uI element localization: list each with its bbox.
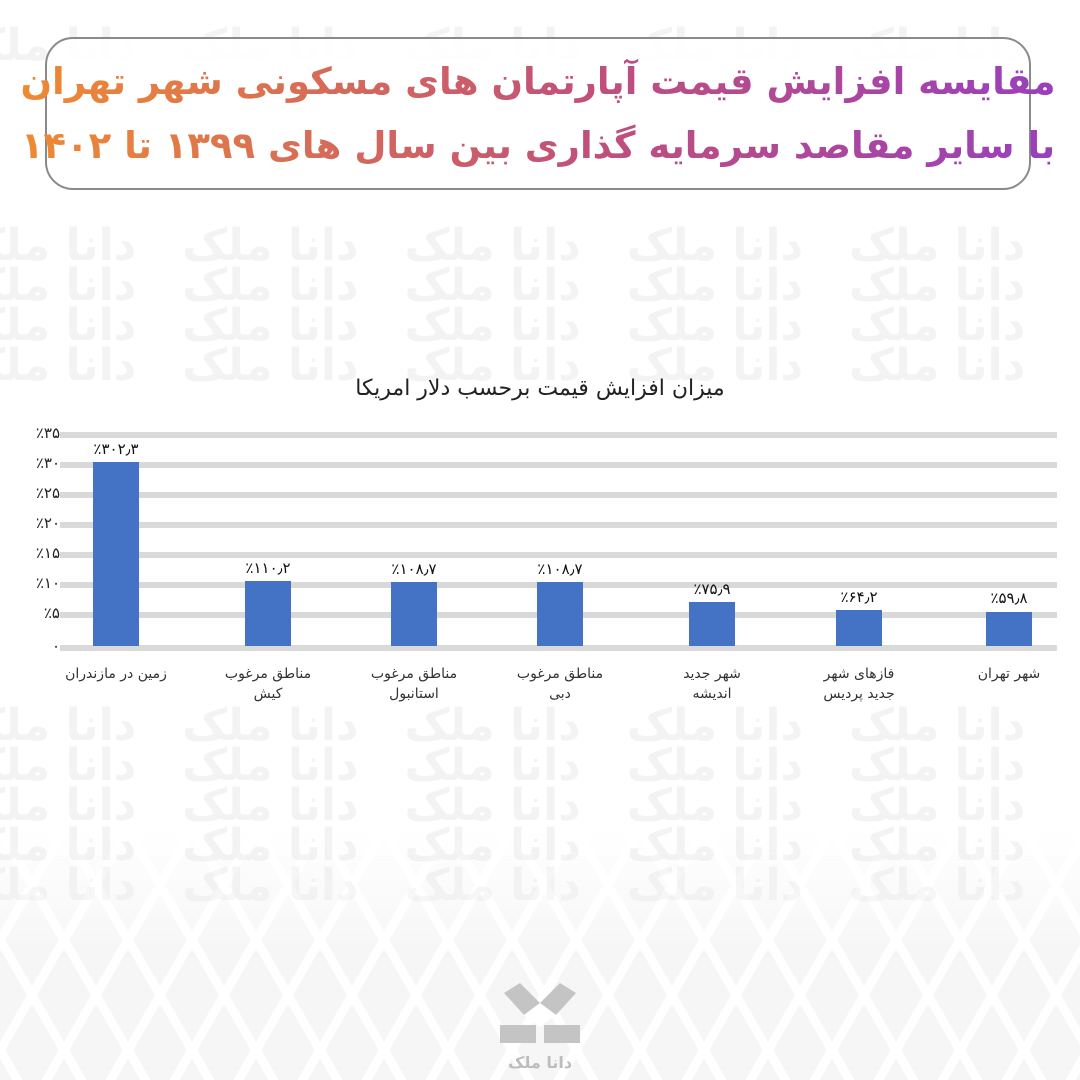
category-label-line-1: زمین در مازندران <box>65 666 167 682</box>
bar <box>836 610 882 646</box>
gridline-baseline <box>60 645 1057 651</box>
y-tick-label: ۰ <box>51 637 60 655</box>
category-label: مناطق مرغوب استانبول <box>339 664 489 704</box>
bar <box>689 602 735 646</box>
y-tick-label: ٪۵ <box>43 604 60 622</box>
y-tick-label: ٪۳۵ <box>35 424 60 442</box>
gridline <box>60 462 1057 468</box>
gridline <box>60 552 1057 558</box>
category-label: فازهای شهر جدید پردیس <box>784 664 934 704</box>
y-tick-label: ٪۲۵ <box>35 484 60 502</box>
category-label-line-1: مناطق مرغوب <box>370 666 458 682</box>
bar <box>986 612 1032 646</box>
category-label-line-2: استانبول <box>389 686 439 702</box>
bar-value-label: ٪۶۴٫۲ <box>840 588 878 606</box>
category-label-line-1: مناطق مرغوب <box>516 666 604 682</box>
gridline <box>60 492 1057 498</box>
dana-melk-logo-icon <box>500 983 580 1043</box>
watermark-row: دانا ملک دانا ملک دانا ملک دانا ملک دانا… <box>0 860 1026 911</box>
bar-value-label: ٪۱۰۸٫۷ <box>391 560 437 578</box>
category-label-line-1: شهر تهران <box>977 666 1041 682</box>
gridline <box>60 432 1057 438</box>
watermark-row: دانا ملک دانا ملک دانا ملک دانا ملک دانا… <box>0 300 1026 351</box>
watermark-row: دانا ملک دانا ملک دانا ملک دانا ملک دانا… <box>0 780 1026 831</box>
y-tick-label: ٪۱۵ <box>35 544 60 562</box>
bar <box>93 462 139 646</box>
category-label: شهر تهران <box>934 664 1080 684</box>
bar <box>245 581 291 646</box>
y-tick-label: ٪۱۰ <box>35 574 60 592</box>
category-label-line-1: مناطق مرغوب <box>224 666 312 682</box>
chart-title: میزان افزایش قیمت برحسب دلار امریکا <box>355 376 725 401</box>
category-label-line-2: دبی <box>549 686 571 702</box>
bar-value-label: ٪۱۱۰٫۲ <box>245 559 291 577</box>
category-label-line-1: فازهای شهر <box>823 666 895 682</box>
category-label: شهر جدید اندیشه <box>637 664 787 704</box>
gridline <box>60 522 1057 528</box>
bar-value-label: ٪۳۰۲٫۳ <box>93 440 139 458</box>
bar <box>537 582 583 646</box>
category-label: مناطق مرغوب دبی <box>485 664 635 704</box>
bar-value-label: ٪۵۹٫۸ <box>990 589 1028 607</box>
bar-value-label: ٪۷۵٫۹ <box>693 580 731 598</box>
watermark-row: دانا ملک دانا ملک دانا ملک دانا ملک دانا… <box>0 700 1026 751</box>
title-box: مقایسه افزایش قیمت آپارتمان های مسکونی ش… <box>20 37 1056 190</box>
y-tick-label: ٪۳۰ <box>35 454 60 472</box>
page-title-line-1: مقایسه افزایش قیمت آپارتمان های مسکونی ش… <box>20 50 1055 114</box>
watermark-row: دانا ملک دانا ملک دانا ملک دانا ملک دانا… <box>0 220 1026 271</box>
category-label: مناطق مرغوب کیش <box>193 664 343 704</box>
bar <box>391 582 437 646</box>
bar-value-label: ٪۱۰۸٫۷ <box>537 560 583 578</box>
category-label-line-2: اندیشه <box>692 686 732 702</box>
watermark-row: دانا ملک دانا ملک دانا ملک دانا ملک دانا… <box>0 820 1026 871</box>
category-label-line-1: شهر جدید <box>683 666 741 682</box>
y-tick-label: ٪۲۰ <box>35 514 60 532</box>
page-title-line-2: با سایر مقاصد سرمایه گذاری بین سال های ۱… <box>21 114 1055 178</box>
brand-logo-text: دانا ملک <box>507 1053 573 1072</box>
category-label-line-2: جدید پردیس <box>823 686 895 702</box>
watermark-row: دانا ملک دانا ملک دانا ملک دانا ملک دانا… <box>0 260 1026 311</box>
category-label: زمین در مازندران <box>41 664 191 684</box>
watermark-row: دانا ملک دانا ملک دانا ملک دانا ملک دانا… <box>0 740 1026 791</box>
category-label-line-2: کیش <box>253 686 283 702</box>
